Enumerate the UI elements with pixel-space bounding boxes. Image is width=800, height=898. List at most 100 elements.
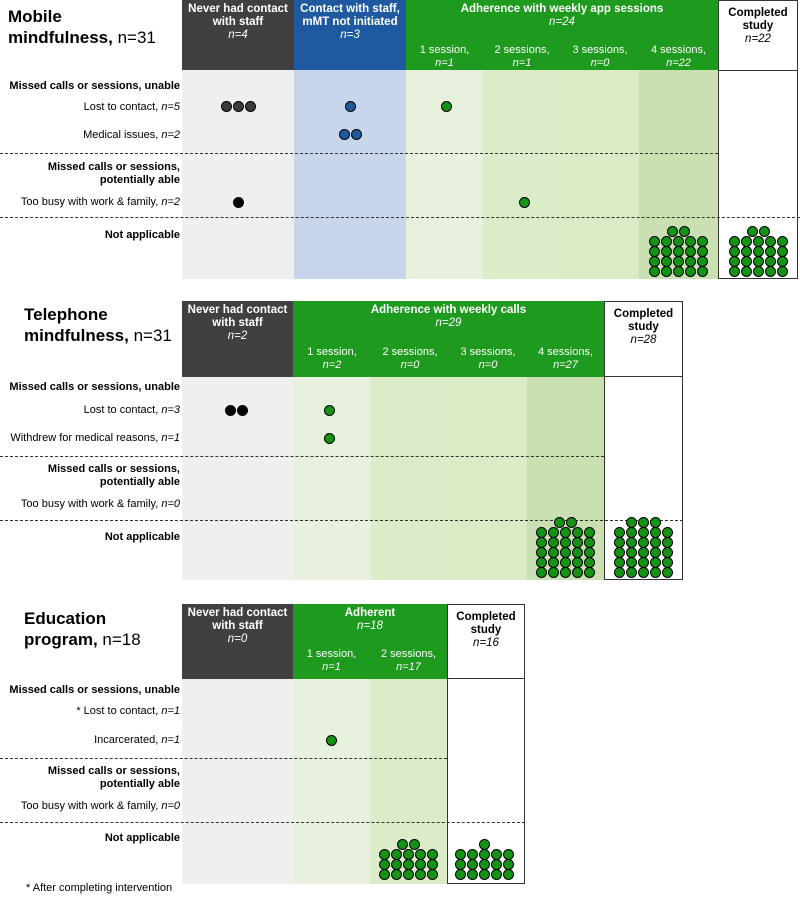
row-label-withdrew: Withdrew for medical reasons, n=1 <box>10 432 180 444</box>
participant-dot <box>661 567 673 578</box>
panel-title: Mobile mindfulness, n=31 <box>8 6 156 48</box>
participant-dot <box>752 246 764 257</box>
participant-dot <box>571 567 583 578</box>
participant-dot <box>752 236 764 247</box>
participant-dot <box>740 266 752 277</box>
participant-dot <box>649 537 661 548</box>
participant-dot <box>535 567 547 578</box>
participant-dot <box>583 557 595 568</box>
participant-dot <box>583 547 595 558</box>
title-line2: mindfulness, <box>24 326 129 345</box>
participant-dot <box>325 734 337 746</box>
participant-dot <box>746 226 758 237</box>
participant-dot <box>454 849 466 860</box>
header-completed: Completed study n=16 <box>447 604 525 679</box>
header-n: n=4 <box>228 29 248 41</box>
participant-dot <box>402 849 414 860</box>
header-completed: Completed study n=28 <box>604 301 683 377</box>
header-never-contact: Never had contact with staff n=4 <box>182 0 294 70</box>
divider <box>0 456 604 457</box>
participant-dot <box>764 246 776 257</box>
header-adherence: Adherence with weekly calls n=29 <box>293 301 604 377</box>
divider <box>0 217 800 218</box>
title-line1: Mobile <box>8 7 62 26</box>
session3-column-bg <box>561 70 639 279</box>
participant-dot <box>502 849 514 860</box>
participant-dot <box>648 266 660 277</box>
header-line1: Never had contact <box>187 304 288 316</box>
participant-dot <box>776 266 788 277</box>
group-label-unable: Missed calls or sessions, unable <box>9 381 180 393</box>
participant-dot <box>344 100 356 112</box>
participant-dot <box>466 869 478 880</box>
session3-column-bg <box>449 377 527 580</box>
participant-dot <box>625 537 637 548</box>
group-label-unable: Missed calls or sessions, unable <box>9 80 180 92</box>
participant-dot <box>426 849 438 860</box>
participant-dot <box>696 236 708 247</box>
participant-dot <box>224 404 236 416</box>
participant-dot <box>696 266 708 277</box>
participant-dot <box>625 527 637 538</box>
participant-dot <box>684 266 696 277</box>
header-n: n=3 <box>340 29 360 41</box>
participant-dot <box>402 859 414 870</box>
participant-dot <box>660 266 672 277</box>
participant-dot <box>466 849 478 860</box>
participant-dot <box>583 527 595 538</box>
never-column-bg <box>182 679 293 884</box>
participant-dot <box>426 859 438 870</box>
participant-dot <box>613 567 625 578</box>
subheader-session-1: 1 session, n=2 <box>307 346 357 371</box>
header-adherence: Adherence with weekly app sessions n=24 <box>406 0 718 70</box>
header-n: n=29 <box>435 317 462 329</box>
participant-dot <box>728 256 740 267</box>
participant-dot <box>649 527 661 538</box>
participant-dot <box>661 537 673 548</box>
participant-dot <box>478 869 490 880</box>
title-n: n=31 <box>117 28 156 47</box>
subheader-session-2: 2 sessions, n=17 <box>380 648 437 673</box>
participant-dot <box>232 100 244 112</box>
participant-dot <box>338 128 350 140</box>
participant-dot <box>583 567 595 578</box>
row-label-na: Not applicable <box>104 531 180 543</box>
participant-dot <box>637 557 649 568</box>
participant-dot <box>350 128 362 140</box>
header-n: n=18 <box>357 620 383 632</box>
panel-title: Telephone mindfulness, n=31 <box>24 304 172 346</box>
row-label-lost: Lost to contact, n=5 <box>83 101 180 113</box>
header-completed: Completed study n=22 <box>718 0 798 71</box>
title-n: n=18 <box>102 630 141 649</box>
participant-dot <box>678 226 690 237</box>
participant-dot <box>535 527 547 538</box>
participant-dot <box>396 839 408 850</box>
header-line2: with staff <box>212 620 263 632</box>
group-label-able: Missed calls or sessions, potentially abl… <box>47 463 180 488</box>
header-line2: study <box>628 321 659 333</box>
participant-dot <box>490 849 502 860</box>
header-line2: with staff <box>212 16 264 28</box>
participant-dot <box>661 527 673 538</box>
participant-dot <box>752 266 764 277</box>
header-n: n=28 <box>630 334 657 346</box>
header-line1: Contact with staff, <box>300 3 400 15</box>
header-line2: study <box>742 20 774 32</box>
participant-dot <box>637 537 649 548</box>
header-line1: Completed <box>613 308 674 320</box>
participant-dot <box>402 869 414 880</box>
participant-dot <box>414 849 426 860</box>
header-line1: Never had contact <box>188 3 288 15</box>
group-label-unable: Missed calls or sessions, unable <box>9 684 180 696</box>
participant-dot <box>672 236 684 247</box>
participant-dot <box>478 839 490 850</box>
header-never-contact: Never had contact with staff n=2 <box>182 301 293 377</box>
participant-dot <box>490 859 502 870</box>
participant-dot <box>696 246 708 257</box>
header-line1: Adherence with weekly app sessions <box>460 3 664 15</box>
participant-dot <box>559 527 571 538</box>
participant-dot <box>728 266 740 277</box>
participant-dot <box>672 246 684 257</box>
participant-dot <box>454 869 466 880</box>
participant-dot <box>390 859 402 870</box>
